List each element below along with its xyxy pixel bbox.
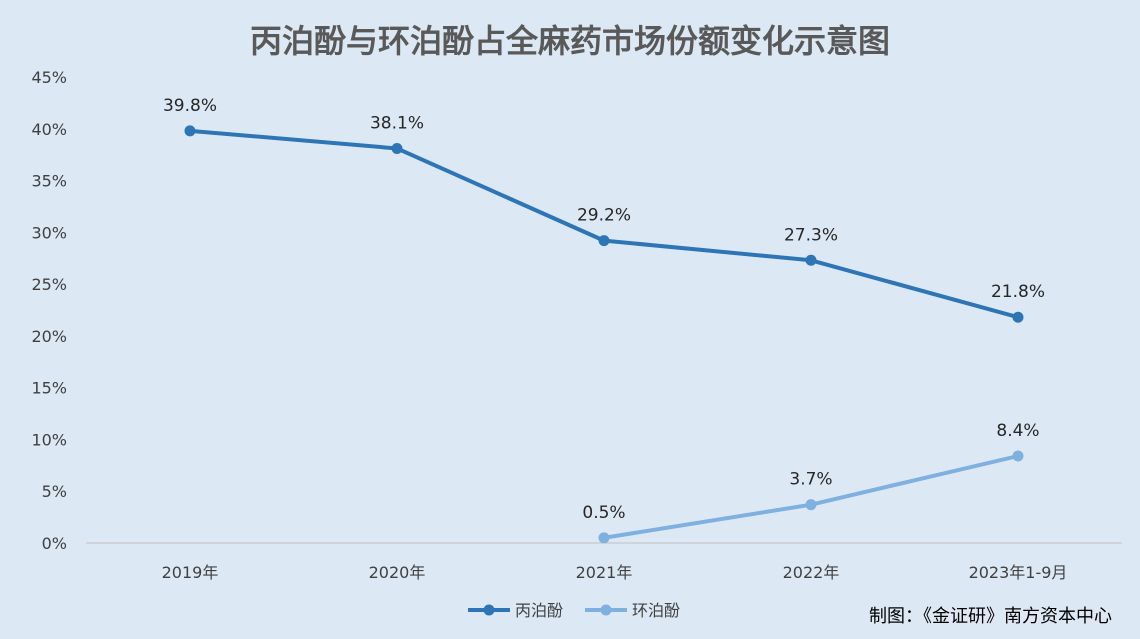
legend-item: 丙泊酚 [468, 601, 563, 620]
source-note: 制图：《金证研》南方资本中心 [869, 606, 1112, 627]
y-tick-label: 35% [31, 172, 67, 191]
data-label: 0.5% [582, 503, 625, 523]
data-label: 29.2% [577, 206, 631, 226]
y-tick-label: 5% [42, 482, 67, 501]
data-label: 21.8% [991, 282, 1045, 302]
legend: 丙泊酚 环泊酚 [468, 601, 680, 620]
y-tick-label: 40% [31, 120, 67, 139]
x-tick-label: 2022年 [783, 563, 840, 582]
x-tick-label: 2020年 [369, 563, 426, 582]
data-point [598, 235, 610, 247]
x-tick-label: 2021年 [576, 563, 633, 582]
y-tick-label: 30% [31, 223, 67, 242]
data-label: 3.7% [789, 470, 832, 490]
y-tick-label: 0% [42, 534, 67, 553]
data-point [1012, 311, 1024, 323]
data-point [598, 532, 610, 544]
x-axis: 2019年 2020年 2021年 2022年 2023年1-9月 [86, 542, 1122, 582]
x-tick-label: 2023年1-9月 [969, 563, 1068, 582]
x-tick-label: 2019年 [162, 563, 219, 582]
legend-label: 丙泊酚 [515, 601, 563, 620]
data-point [391, 142, 403, 154]
data-label: 8.4% [996, 421, 1039, 441]
chart-title: 丙泊酚与环泊酚占全麻药市场份额变化示意图 [250, 22, 890, 60]
data-point [805, 499, 817, 511]
y-tick-label: 15% [31, 379, 67, 398]
y-tick-label: 45% [31, 68, 67, 87]
legend-swatch-marker [483, 604, 495, 616]
data-point [805, 254, 817, 266]
series-1: 39.8% 38.1% 29.2% 27.3% 21.8% [163, 96, 1045, 323]
legend-label: 环泊酚 [632, 601, 680, 620]
legend-swatch-marker [600, 604, 612, 616]
series-line [603, 454, 1019, 540]
y-tick-label: 10% [31, 430, 67, 449]
data-label: 27.3% [784, 225, 838, 245]
y-tick-label: 25% [31, 275, 67, 294]
data-point [1012, 450, 1024, 462]
series-2: 0.5% 3.7% 8.4% [582, 421, 1040, 544]
series-layer: 39.8% 38.1% 29.2% 27.3% 21.8% 0.5% 3.7% 8.4% [163, 96, 1045, 544]
legend-item: 环泊酚 [585, 601, 680, 620]
data-label: 39.8% [163, 96, 217, 116]
y-axis: 0% 5% 10% 15% 20% 25% 30% 35% 40% 45% [31, 68, 67, 553]
data-label: 38.1% [370, 113, 424, 133]
y-tick-label: 20% [31, 327, 67, 346]
data-point [184, 125, 196, 137]
